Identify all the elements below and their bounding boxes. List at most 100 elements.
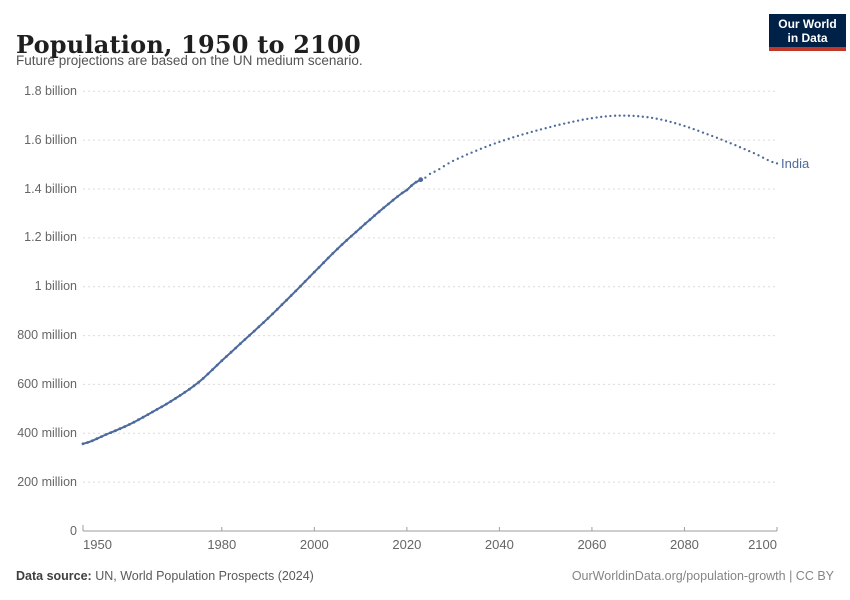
- series-label-india[interactable]: India: [781, 156, 810, 171]
- projection-point: [757, 154, 760, 157]
- projection-point: [669, 120, 672, 124]
- projection-point: [641, 115, 644, 118]
- projection-point: [493, 142, 496, 145]
- series-point: [317, 266, 321, 269]
- series-point: [382, 206, 386, 210]
- series-point: [322, 261, 325, 265]
- series-point: [308, 275, 312, 279]
- x-axis-tick-label: 2100: [748, 537, 777, 552]
- projection-point: [465, 153, 469, 156]
- projection-point: [456, 157, 459, 160]
- series-point: [336, 247, 339, 251]
- y-axis-tick-label: 400 million: [17, 425, 77, 440]
- projection-point: [655, 117, 658, 120]
- projection-point: [660, 118, 663, 121]
- projection-point: [572, 120, 575, 123]
- page-title: Population, 1950 to 2100: [16, 30, 361, 60]
- series-point: [373, 214, 376, 218]
- series-point: [363, 222, 367, 226]
- series-point: [280, 303, 284, 307]
- series-point: [234, 346, 238, 350]
- projection-point: [734, 144, 737, 147]
- series-point: [262, 321, 265, 324]
- series-point: [396, 195, 399, 198]
- series-point: [118, 427, 122, 431]
- projection-point: [484, 145, 487, 149]
- series-point: [183, 390, 187, 394]
- projection-point: [516, 134, 520, 138]
- series-point: [340, 243, 344, 246]
- series-point: [414, 180, 418, 184]
- series-point: [275, 307, 279, 311]
- series-point: [345, 238, 349, 242]
- projection-point: [433, 170, 436, 173]
- page-subtitle: Future projections are based on the UN m…: [16, 53, 363, 68]
- series-point: [188, 387, 191, 391]
- series-point: [192, 384, 196, 388]
- projection-point: [428, 172, 432, 176]
- series-point: [400, 191, 404, 195]
- series-point: [271, 312, 275, 316]
- projection-point: [461, 155, 464, 158]
- projection-point: [586, 117, 589, 121]
- projection-point: [567, 121, 570, 124]
- series-point: [229, 350, 233, 354]
- projection-point: [743, 147, 746, 151]
- x-axis-tick-label: 1980: [207, 537, 237, 552]
- series-point: [331, 252, 335, 255]
- projection-point: [627, 114, 631, 117]
- projection-point: [752, 151, 756, 155]
- data-source-label: Data source:: [16, 569, 92, 583]
- projection-point: [618, 114, 621, 117]
- series-point: [160, 405, 164, 409]
- projection-point: [563, 122, 566, 125]
- projection-point: [637, 115, 640, 118]
- projection-point: [600, 115, 603, 119]
- series-point: [211, 368, 214, 371]
- series-point: [257, 325, 261, 329]
- series-point: [155, 408, 159, 411]
- series-point: [252, 329, 256, 333]
- series-point: [151, 410, 154, 414]
- series-point: [206, 372, 210, 376]
- credit-link[interactable]: OurWorldinData.org/population-growth | C…: [571, 569, 834, 583]
- series-point: [368, 218, 372, 222]
- owid-logo-line1: Our World: [778, 16, 837, 31]
- series-point: [326, 256, 330, 260]
- projection-point: [632, 114, 635, 118]
- series-point: [225, 355, 228, 358]
- projection-point: [724, 140, 728, 143]
- projection-point: [451, 159, 455, 163]
- projection-point: [683, 124, 686, 128]
- series-point: [169, 399, 173, 403]
- projection-point: [761, 156, 765, 159]
- x-axis-tick-label: 1950: [83, 537, 112, 552]
- projection-point: [715, 136, 719, 139]
- series-point: [410, 184, 413, 188]
- series-point: [104, 433, 108, 436]
- series-point: [294, 289, 298, 293]
- series-point: [359, 226, 362, 230]
- series-point: [349, 234, 353, 238]
- projection-point: [701, 131, 705, 134]
- y-axis-tick-label: 600 million: [17, 376, 77, 391]
- series-point: [266, 316, 270, 320]
- y-axis-tick-label: 0: [70, 523, 77, 538]
- y-axis-tick-label: 800 million: [17, 328, 77, 343]
- projection-point: [711, 134, 714, 138]
- x-axis-tick-label: 2000: [299, 537, 329, 552]
- projection-point: [544, 127, 547, 130]
- projection-point: [623, 114, 626, 117]
- projection-point: [447, 162, 450, 165]
- projection-point: [553, 124, 557, 127]
- owid-logo[interactable]: Our World in Data: [769, 14, 846, 51]
- series-point: [90, 439, 94, 443]
- projection-point: [613, 114, 617, 117]
- y-axis-tick-label: 1.6 billion: [24, 132, 77, 147]
- series-point: [132, 420, 136, 424]
- projection-point: [479, 147, 483, 150]
- projection-point: [512, 136, 515, 139]
- series-point: [81, 442, 85, 446]
- projection-point: [674, 122, 677, 125]
